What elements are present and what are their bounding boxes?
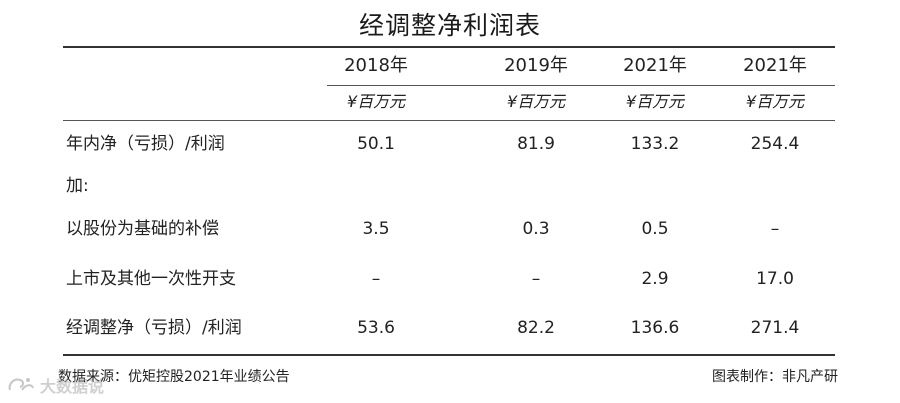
header-unit: ¥百万元 [346, 92, 406, 111]
table-cell: 0.3 [522, 219, 550, 239]
header-unit-row: ¥百万元 ¥百万元 ¥百万元 ¥百万元 [0, 87, 900, 117]
header-rule [63, 120, 835, 121]
header-unit: ¥百万元 [745, 92, 805, 111]
row-label: 上市及其他一次性开支 [66, 269, 236, 289]
table-row: 上市及其他一次性开支 – – 2.9 17.0 [0, 264, 900, 294]
row-label: 以股份为基础的补偿 [66, 219, 219, 239]
table-cell: 17.0 [756, 269, 794, 289]
table-cell: 82.2 [517, 318, 555, 338]
row-label: 经调整净（亏损）/利润 [66, 318, 242, 338]
table-cell: 136.6 [630, 318, 680, 338]
table-title: 经调整净利润表 [358, 11, 541, 40]
watermark: 大数据说 [6, 372, 104, 398]
row-label: 加: [66, 176, 89, 196]
credit-note: 图表制作：非凡产研 [712, 369, 838, 385]
watermark-text: 大数据说 [40, 377, 105, 396]
top-rule [63, 46, 835, 48]
table-cell: 53.6 [357, 318, 395, 338]
table-cell: 2.9 [641, 269, 669, 289]
table-cell: 133.2 [630, 134, 680, 154]
table-row: 经调整净（亏损）/利润 53.6 82.2 136.6 271.4 [0, 313, 900, 343]
table-row: 年内净（亏损）/利润 50.1 81.9 133.2 254.4 [0, 129, 900, 159]
header-unit: ¥百万元 [506, 92, 566, 111]
table-cell: 271.4 [750, 318, 800, 338]
table-row: 加: [0, 171, 900, 201]
table-cell: 81.9 [517, 134, 555, 154]
header-year: 2019年 [504, 55, 568, 76]
table-row: 以股份为基础的补偿 3.5 0.3 0.5 – [0, 214, 900, 244]
table-cell: 50.1 [357, 134, 395, 154]
header-unit: ¥百万元 [625, 92, 685, 111]
source-note: 数据来源：优矩控股2021年业绩公告 [58, 369, 290, 385]
header-year: 2021年 [743, 55, 807, 76]
table-cell: 254.4 [750, 134, 800, 154]
swirl-logo-icon [6, 374, 36, 396]
table-cell: – [770, 219, 780, 239]
row-label: 年内净（亏损）/利润 [66, 134, 225, 154]
table-cell: – [531, 269, 541, 289]
header-year: 2021年 [623, 55, 687, 76]
header-year-row: 2018年 2019年 2021年 2021年 [0, 51, 900, 81]
table-cell: – [371, 269, 381, 289]
bottom-rule [63, 354, 835, 356]
header-year: 2018年 [344, 55, 408, 76]
table-cell: 3.5 [362, 219, 390, 239]
unit-rule [327, 85, 835, 86]
table-cell: 0.5 [641, 219, 669, 239]
